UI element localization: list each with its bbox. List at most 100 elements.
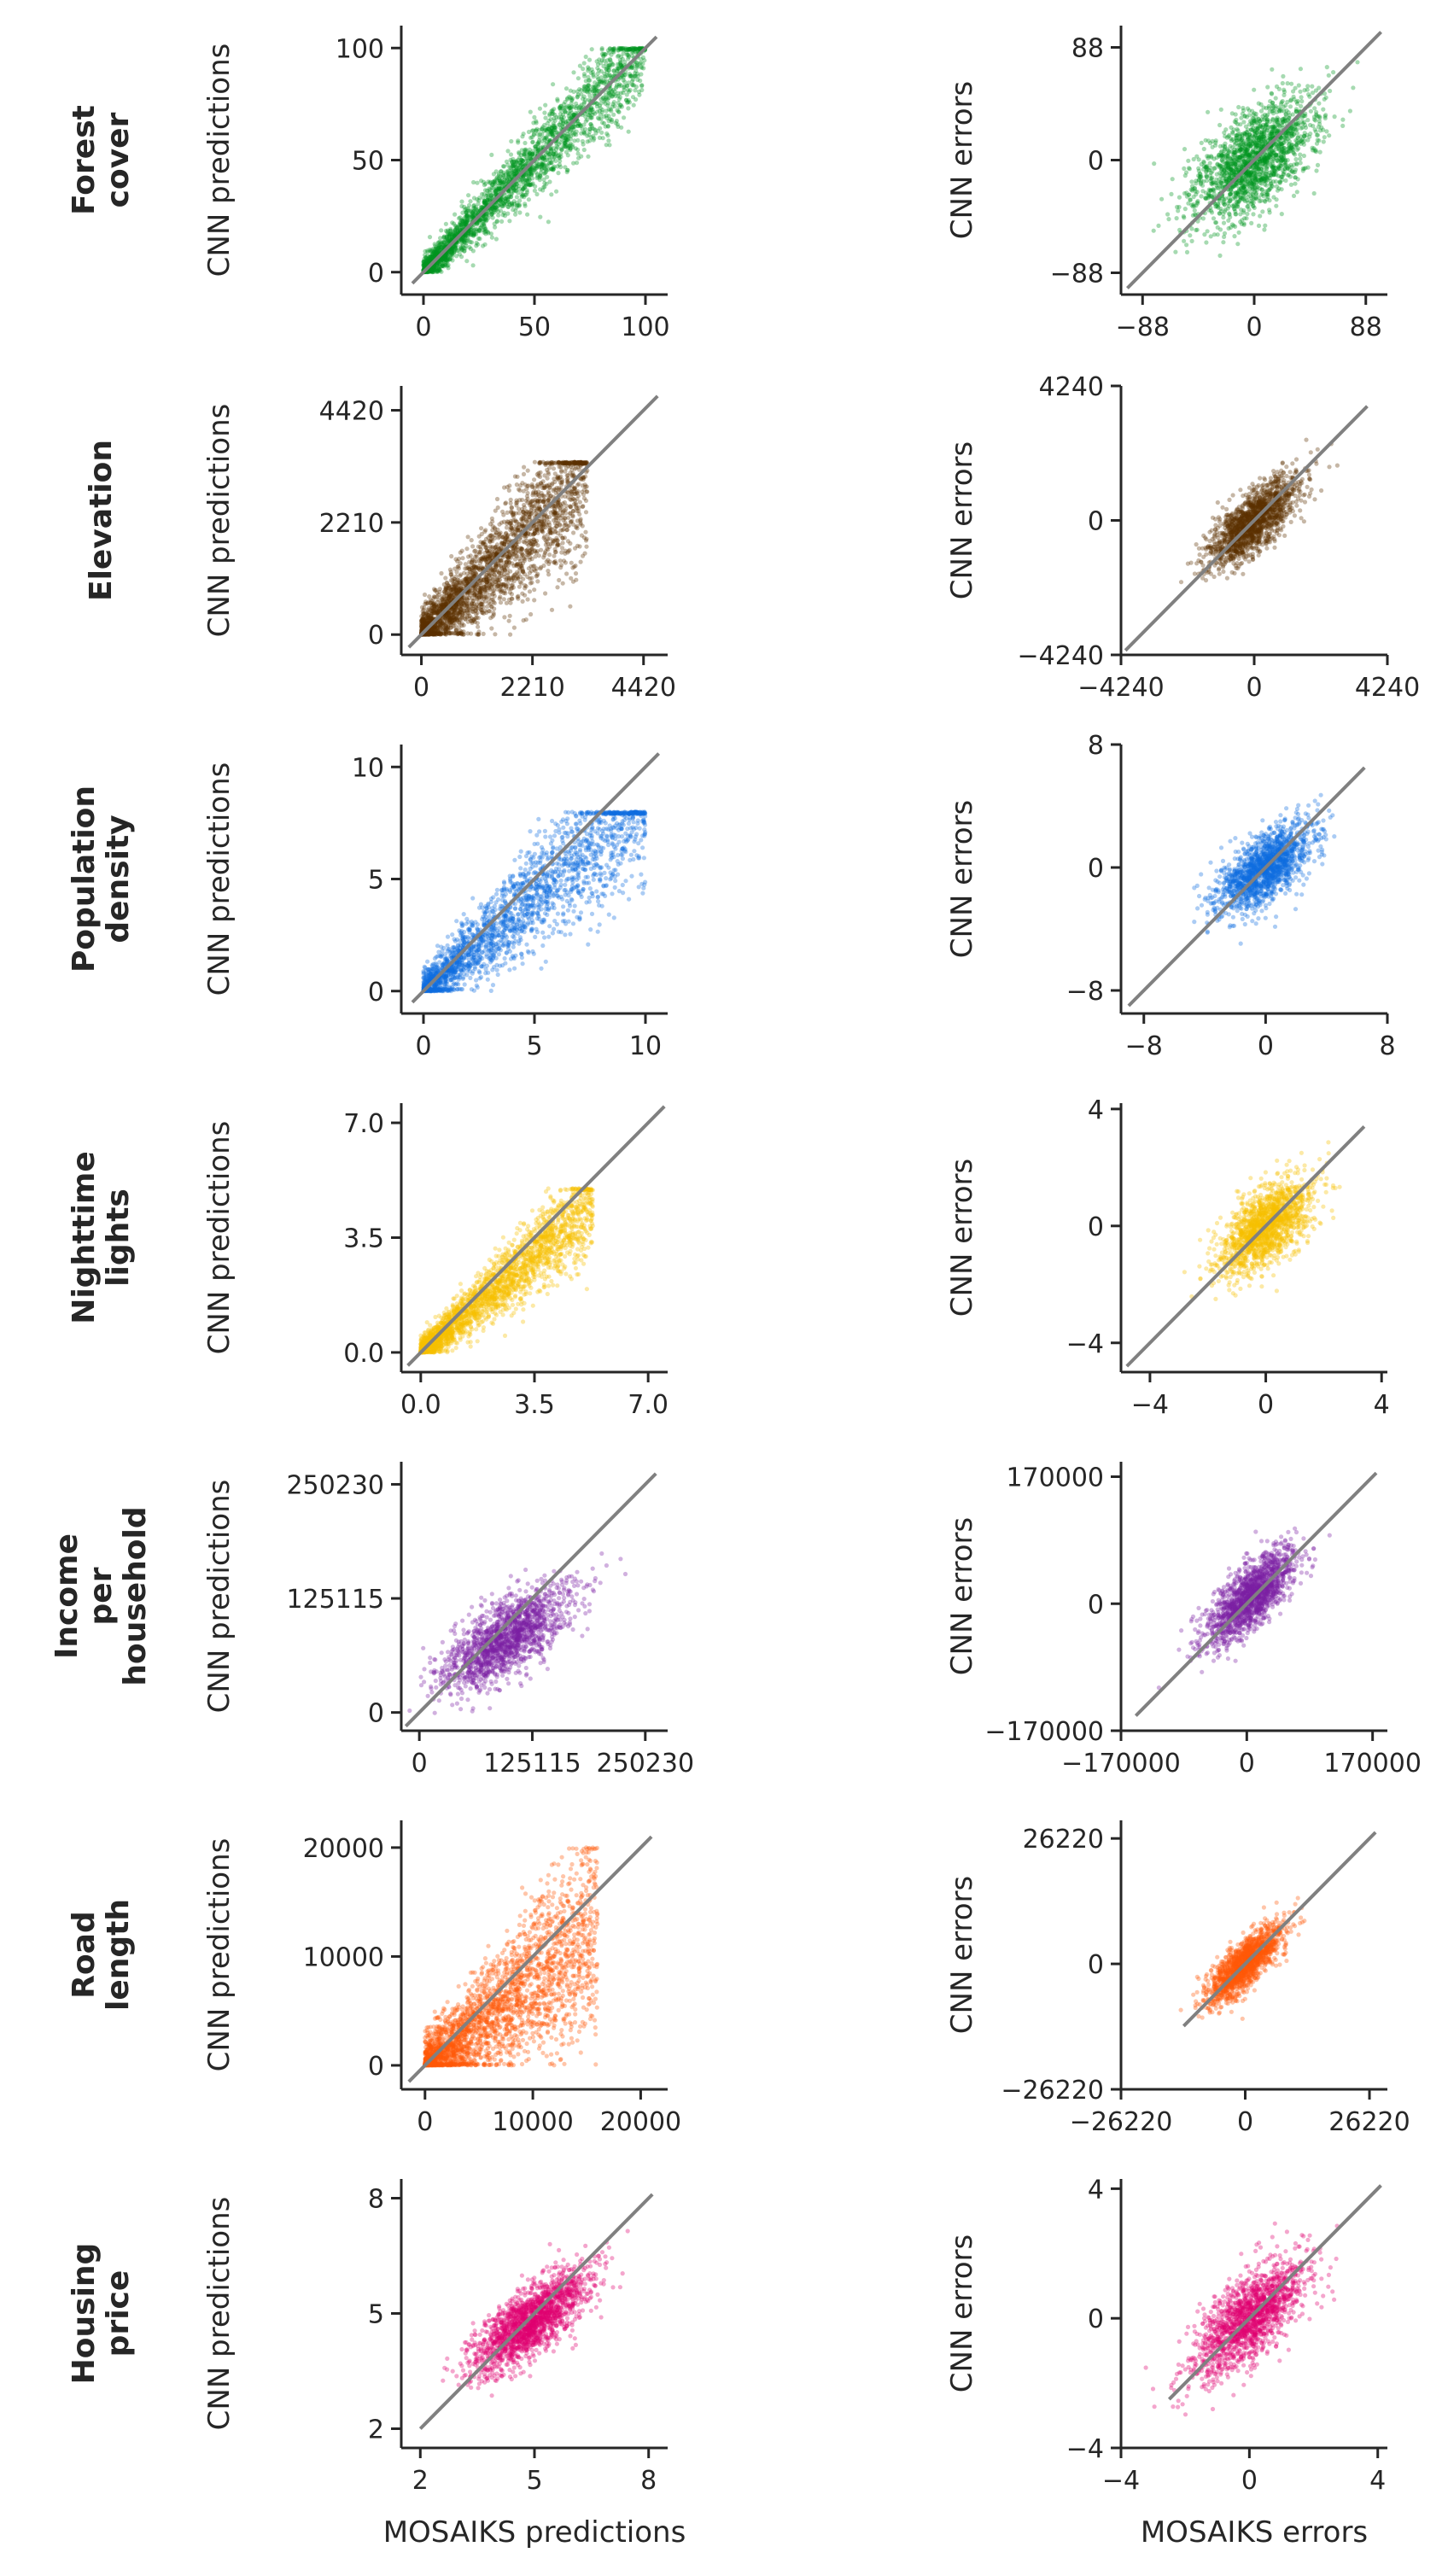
scatter-point — [443, 221, 449, 226]
scatter-point — [1186, 192, 1191, 197]
scatter-point — [576, 155, 581, 161]
y-tick-label: 0 — [368, 259, 384, 289]
scatter-point — [447, 255, 452, 260]
scatter-point — [505, 211, 511, 216]
scatter-point — [517, 203, 522, 208]
scatter-point — [1252, 119, 1258, 124]
scatter-point — [1251, 212, 1256, 217]
scatter-point — [430, 269, 435, 274]
scatter-point — [546, 167, 552, 172]
scatter-point — [437, 242, 442, 248]
scatter-point — [489, 206, 494, 211]
scatter-point — [540, 156, 546, 161]
scatter-point — [615, 54, 621, 59]
scatter-point — [481, 219, 486, 224]
scatter-point — [563, 137, 569, 143]
scatter-point — [1208, 208, 1214, 213]
scatter-point — [1173, 249, 1178, 254]
scatter-point — [599, 51, 605, 56]
scatter-point — [546, 219, 552, 225]
scatter-point — [629, 66, 634, 71]
scatter-point — [540, 138, 545, 144]
scatter-point — [589, 47, 594, 52]
scatter-point — [470, 213, 475, 218]
scatter-point — [509, 174, 514, 179]
scatter-point — [1223, 209, 1228, 214]
scatter-point — [520, 174, 526, 179]
scatter-point — [429, 269, 434, 274]
scatter-point — [505, 162, 511, 167]
scatter-point — [587, 83, 592, 88]
scatter-point — [1281, 119, 1286, 124]
scatter-point — [1298, 156, 1303, 161]
scatter-point — [1224, 179, 1229, 184]
scatter-point — [511, 199, 517, 204]
scatter-point — [441, 262, 447, 267]
scatter-point — [421, 263, 426, 268]
scatter-point — [441, 240, 447, 245]
scatter-point — [524, 190, 530, 195]
scatter-point — [604, 96, 609, 102]
scatter-point — [474, 204, 479, 209]
scatter-point — [427, 269, 432, 274]
scatter-point — [1233, 112, 1238, 117]
scatter-point — [523, 148, 528, 153]
scatter-point — [519, 157, 524, 162]
scatter-point — [1217, 227, 1223, 232]
scatter-point — [463, 221, 468, 226]
scatter-point — [598, 61, 604, 66]
scatter-point — [510, 185, 516, 190]
scatter-point — [1289, 81, 1294, 86]
scatter-point — [493, 182, 498, 187]
scatter-point — [1229, 136, 1234, 141]
scatter-point — [554, 189, 559, 194]
scatter-point — [610, 47, 615, 52]
scatter-point — [1317, 149, 1322, 155]
scatter-point — [437, 259, 442, 264]
scatter-point — [463, 233, 468, 238]
scatter-point — [590, 107, 595, 112]
scatter-point — [601, 95, 606, 100]
scatter-point — [429, 254, 435, 260]
scatter-point — [553, 147, 559, 152]
scatter-point — [1261, 105, 1266, 110]
scatter-point — [433, 265, 438, 270]
scatter-point — [539, 167, 544, 172]
scatter-point — [595, 128, 601, 133]
scatter-point — [1232, 234, 1237, 239]
scatter-point — [1238, 122, 1243, 127]
scatter-point — [611, 91, 616, 96]
scatter-point — [493, 237, 499, 242]
scatter-point — [1275, 117, 1280, 122]
scatter-point — [579, 88, 584, 93]
scatter-point — [610, 47, 616, 53]
scatter-point — [586, 154, 591, 159]
scatter-point — [1214, 177, 1219, 182]
scatter-point — [1274, 158, 1280, 163]
scatter-point — [553, 126, 558, 131]
scatter-point — [482, 199, 488, 204]
scatter-point — [459, 203, 464, 209]
scatter-point — [421, 259, 427, 264]
scatter-point — [565, 103, 570, 108]
scatter-point — [1241, 210, 1247, 215]
scatter-point — [627, 46, 633, 52]
scatter-point — [604, 143, 609, 148]
scatter-point — [1274, 184, 1279, 189]
scatter-point — [443, 259, 448, 264]
scatter-point — [435, 251, 440, 256]
scatter-point — [460, 218, 465, 223]
scatter-point — [602, 97, 607, 102]
scatter-point — [590, 126, 595, 131]
scatter-point — [575, 151, 581, 156]
scatter-point — [592, 136, 597, 141]
scatter-point — [493, 205, 499, 210]
scatter-point — [544, 181, 549, 186]
scatter-point — [517, 150, 522, 155]
scatter-point — [1299, 99, 1305, 104]
scatter-point — [421, 261, 426, 266]
scatter-point — [427, 235, 433, 240]
scatter-point — [494, 496, 500, 502]
scatter-point — [534, 191, 540, 197]
scatter-point — [532, 114, 537, 120]
